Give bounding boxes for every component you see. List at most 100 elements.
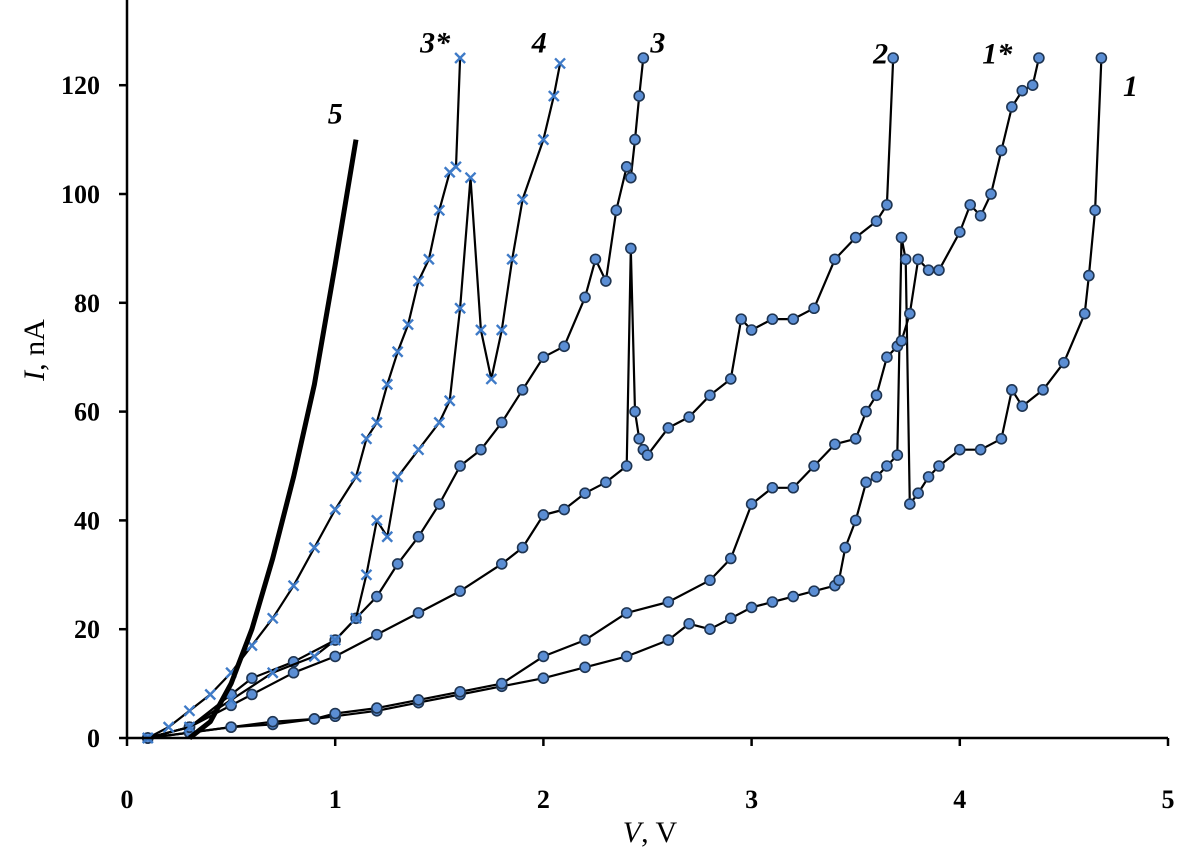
data-point — [620, 650, 633, 663]
data-point — [1095, 52, 1108, 64]
data-point — [423, 253, 435, 266]
series-labels-layer: 1 1* 2 3 4 3* 5 — [328, 27, 1138, 131]
data-point — [683, 617, 695, 630]
data-point — [637, 52, 650, 64]
data-point — [1006, 101, 1018, 113]
data-point — [724, 612, 737, 625]
data-point — [1026, 79, 1039, 91]
data-point — [579, 634, 591, 646]
data-point — [350, 612, 362, 625]
data-point — [849, 231, 862, 244]
data-point — [370, 514, 383, 527]
data-point — [683, 411, 695, 423]
data-point — [839, 541, 852, 554]
data-point — [964, 199, 977, 211]
data-point — [629, 133, 641, 146]
data-point — [912, 253, 924, 266]
data-point — [849, 432, 862, 445]
data-point — [704, 623, 716, 636]
series-2 — [142, 52, 899, 744]
series-line — [187, 139, 359, 740]
series-1 — [142, 52, 1108, 744]
data-point — [953, 226, 966, 238]
series-label: 1* — [982, 37, 1013, 70]
data-point — [558, 340, 571, 353]
x-tick-label: 0 — [121, 785, 134, 814]
data-point — [308, 650, 321, 663]
data-point — [641, 449, 654, 461]
data-point — [1016, 84, 1029, 97]
data-point — [787, 313, 800, 325]
data-point — [870, 215, 883, 227]
data-point — [204, 688, 217, 701]
x-axis-title: V, V — [623, 816, 678, 847]
data-point — [870, 389, 883, 402]
data-point — [808, 585, 820, 597]
data-point — [475, 443, 487, 456]
data-point — [633, 90, 645, 102]
data-point — [454, 52, 466, 64]
data-point — [370, 416, 383, 429]
data-point — [899, 253, 912, 266]
data-point — [1058, 356, 1070, 369]
data-point — [953, 443, 966, 456]
data-point — [1089, 204, 1101, 217]
data-point — [1037, 384, 1049, 396]
data-point — [371, 702, 383, 714]
data-point — [412, 530, 425, 543]
data-point — [995, 432, 1008, 445]
data-point — [704, 574, 716, 587]
data-point — [766, 313, 779, 325]
data-point — [808, 302, 820, 315]
data-point — [904, 307, 916, 320]
y-tick-label: 0 — [87, 724, 100, 753]
data-point — [808, 460, 820, 472]
series-5 — [187, 139, 359, 740]
data-point — [225, 694, 237, 706]
data-point — [766, 596, 779, 608]
data-point — [329, 634, 342, 646]
y-tick-label: 40 — [74, 506, 100, 535]
data-point — [412, 694, 425, 706]
data-point — [625, 171, 637, 184]
data-point — [704, 389, 716, 402]
data-point — [537, 650, 550, 663]
data-point — [881, 199, 893, 211]
data-point — [1006, 384, 1018, 396]
data-point — [454, 302, 466, 315]
data-point — [360, 432, 373, 445]
data-point — [454, 585, 466, 597]
data-point — [974, 209, 987, 222]
data-point — [904, 498, 916, 510]
series-label: 5 — [328, 97, 343, 130]
data-point — [895, 335, 908, 347]
data-point — [266, 666, 279, 679]
data-point — [922, 471, 935, 483]
data-point — [1033, 52, 1045, 64]
data-point — [579, 291, 591, 304]
series-line — [147, 57, 645, 740]
data-point — [620, 607, 633, 619]
data-point — [391, 471, 404, 483]
data-point — [360, 568, 373, 581]
x-axis-unit: , V — [641, 816, 677, 847]
series-layer — [141, 52, 1108, 744]
data-point — [662, 422, 675, 434]
data-point — [537, 672, 550, 684]
data-point — [266, 612, 279, 625]
y-tick-label: 20 — [74, 615, 100, 644]
data-point — [974, 443, 987, 456]
y-tick-label: 100 — [61, 180, 100, 209]
data-point — [246, 672, 258, 684]
x-tick-label: 2 — [537, 785, 550, 814]
data-point — [579, 661, 591, 674]
data-point — [495, 324, 508, 336]
data-point — [629, 405, 641, 418]
data-point — [881, 460, 893, 472]
data-point — [625, 242, 637, 255]
data-point — [412, 443, 425, 456]
data-point — [225, 721, 237, 733]
data-point — [371, 628, 383, 641]
data-point — [329, 503, 342, 516]
data-point — [1078, 307, 1091, 320]
